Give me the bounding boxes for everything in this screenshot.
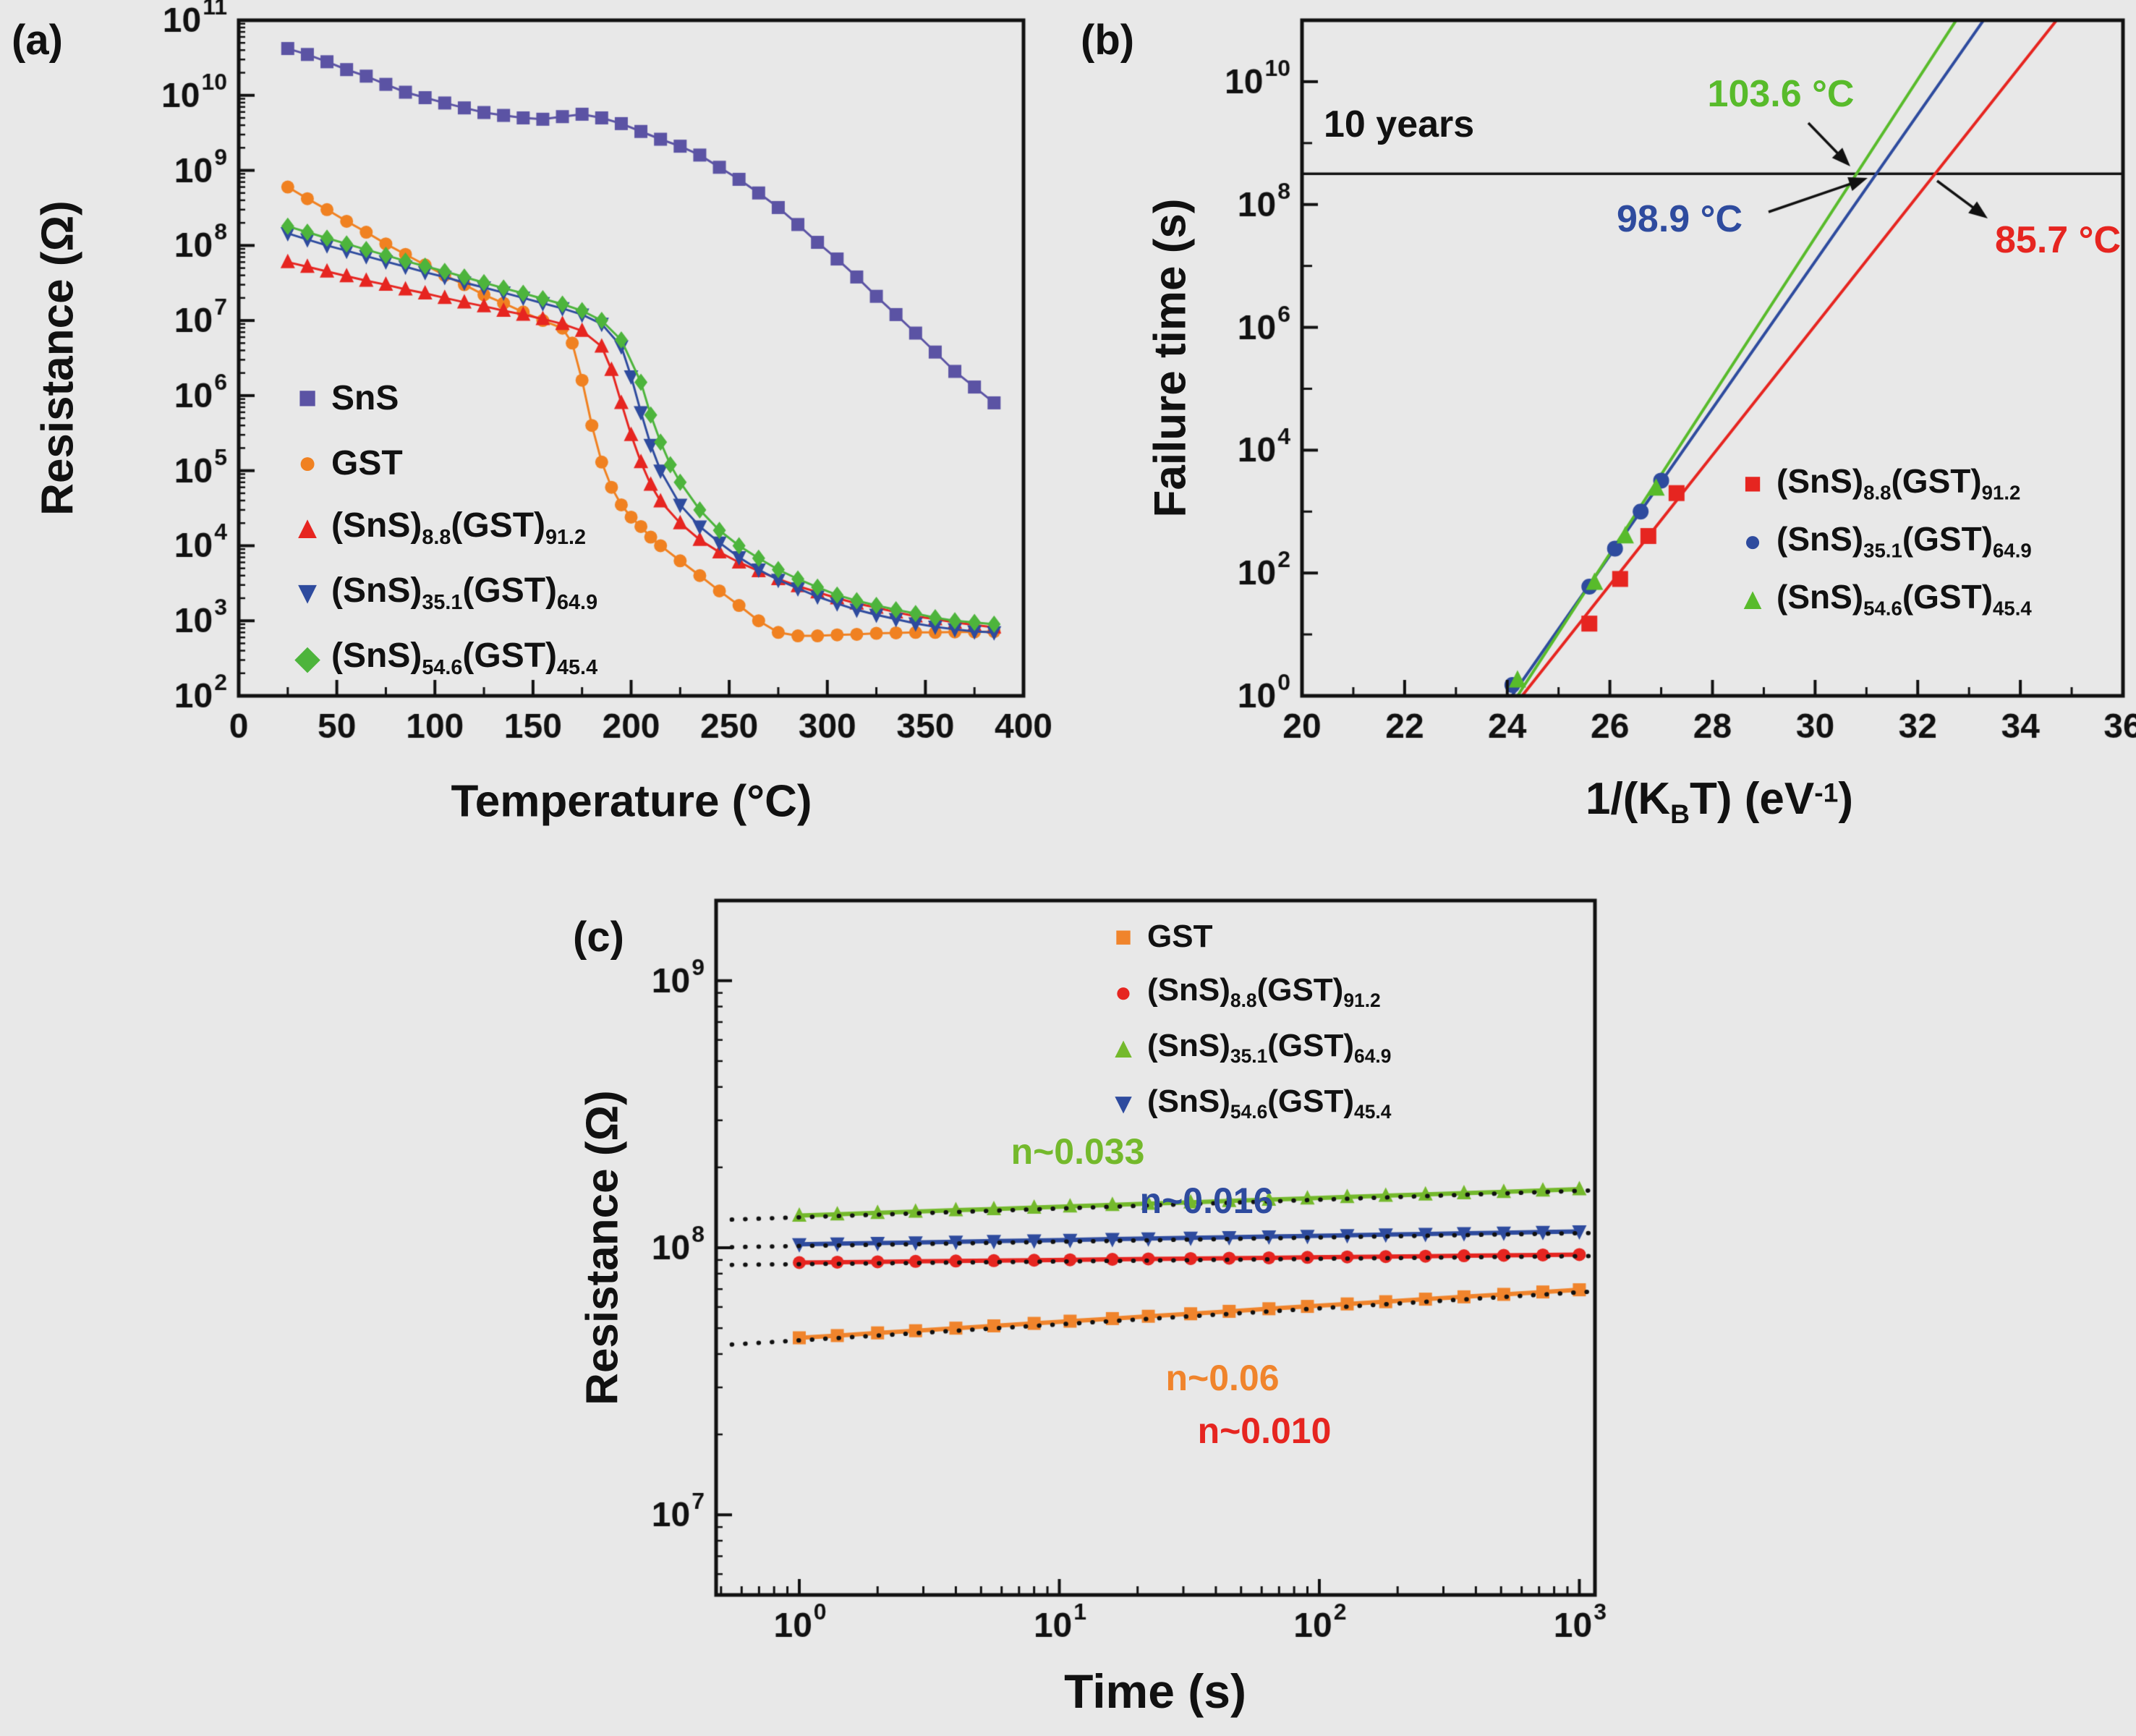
square-marker-icon: ■ bbox=[1743, 466, 1762, 500]
legend-item-sns: ■ SnS bbox=[284, 365, 597, 430]
triangle-up-marker-icon: ▲ bbox=[1109, 1031, 1138, 1064]
legend-label-sns8: (SnS)8.8(GST)91.2 bbox=[331, 506, 587, 550]
annotation-temp-red: 85.7 °C bbox=[1994, 219, 2122, 261]
panel-a-y-axis-title: Resistance (Ω) bbox=[33, 200, 83, 516]
panel-b-y-axis-title: Failure time (s) bbox=[1145, 198, 1196, 518]
legend-item-gst: ● GST bbox=[284, 430, 597, 495]
annotation-temp-green: 103.6 °C bbox=[1707, 73, 1855, 115]
annotation-n-green: n~0.033 bbox=[1010, 1131, 1145, 1172]
diamond-marker-icon: ◆ bbox=[295, 640, 320, 676]
legend-label-sns35: (SnS)35.1(GST)64.9 bbox=[331, 571, 598, 615]
legend-label-gst: GST bbox=[331, 443, 403, 482]
legend-item-sns54: ▼ (SnS)54.6(GST)45.4 bbox=[1099, 1076, 1391, 1131]
panel-a-letter: (a) bbox=[12, 17, 63, 64]
legend-item-sns8: ▲ (SnS)8.8(GST)91.2 bbox=[284, 495, 597, 561]
annotation-ten-years-label: 10 years bbox=[1324, 103, 1475, 145]
triangle-down-marker-icon: ▼ bbox=[292, 575, 323, 610]
panel-a-legend: ■ SnS ● GST ▲ (SnS)8.8(GST)91.2 ▼ (SnS)35.1(GST… bbox=[284, 365, 597, 691]
legend-item-gst: ■ GST bbox=[1099, 909, 1391, 964]
legend-item-sns8: ■ (SnS)8.8(GST)91.2 bbox=[1729, 454, 2032, 512]
legend-label-sns35: (SnS)35.1(GST)64.9 bbox=[1777, 520, 2032, 562]
legend-item-sns54: ◆ (SnS)54.6(GST)45.4 bbox=[284, 626, 597, 691]
legend-item-sns8: ● (SnS)8.8(GST)91.2 bbox=[1099, 964, 1391, 1020]
legend-label-sns54: (SnS)54.6(GST)45.4 bbox=[1147, 1083, 1392, 1123]
triangle-up-marker-icon: ▲ bbox=[292, 510, 323, 545]
panel-c-x-axis-title: Time (s) bbox=[1064, 1664, 1246, 1718]
circle-marker-icon: ● bbox=[297, 445, 318, 480]
square-marker-icon: ■ bbox=[297, 380, 318, 415]
panel-a-x-axis-title: Temperature (°C) bbox=[451, 776, 812, 827]
legend-label-gst: GST bbox=[1147, 918, 1213, 954]
circle-marker-icon: ● bbox=[1114, 976, 1133, 1008]
legend-label-sns8: (SnS)8.8(GST)91.2 bbox=[1777, 462, 2021, 504]
annotation-n-orange: n~0.06 bbox=[1165, 1358, 1280, 1398]
triangle-up-marker-icon: ▲ bbox=[1737, 582, 1768, 616]
panel-c-legend: ■ GST ● (SnS)8.8(GST)91.2 ▲ (SnS)35.1(GST)64.… bbox=[1099, 909, 1391, 1131]
legend-label-sns8: (SnS)8.8(GST)91.2 bbox=[1147, 971, 1381, 1012]
annotation-n-blue: n~0.016 bbox=[1139, 1180, 1274, 1221]
circle-marker-icon: ● bbox=[1743, 524, 1762, 558]
legend-label-sns: SnS bbox=[331, 378, 399, 417]
panel-c-letter: (c) bbox=[573, 914, 624, 961]
legend-label-sns54: (SnS)54.6(GST)45.4 bbox=[331, 637, 598, 680]
triangle-down-marker-icon: ▼ bbox=[1109, 1087, 1138, 1120]
panel-b-legend: ■ (SnS)8.8(GST)91.2 ● (SnS)35.1(GST)64.9 ▲ (S… bbox=[1729, 454, 2032, 628]
legend-item-sns35: ● (SnS)35.1(GST)64.9 bbox=[1729, 512, 2032, 570]
panel-b-letter: (b) bbox=[1081, 17, 1135, 64]
annotation-n-red: n~0.010 bbox=[1197, 1410, 1332, 1451]
panel-b-plot-canvas bbox=[1071, 0, 2136, 796]
legend-item-sns54: ▲ (SnS)54.6(GST)45.4 bbox=[1729, 570, 2032, 628]
legend-label-sns54: (SnS)54.6(GST)45.4 bbox=[1777, 578, 2032, 620]
legend-item-sns35: ▼ (SnS)35.1(GST)64.9 bbox=[284, 561, 597, 626]
legend-item-sns35: ▲ (SnS)35.1(GST)64.9 bbox=[1099, 1020, 1391, 1076]
panel-c-y-axis-title: Resistance (Ω) bbox=[577, 1090, 628, 1405]
legend-label-sns35: (SnS)35.1(GST)64.9 bbox=[1147, 1027, 1392, 1068]
panel-a-plot-canvas bbox=[0, 0, 1071, 796]
panel-b-x-axis-title: 1/(KBT) (eV-1) bbox=[1586, 773, 1853, 830]
annotation-temp-blue: 98.9 °C bbox=[1616, 198, 1743, 240]
square-marker-icon: ■ bbox=[1114, 920, 1133, 953]
panel-c-plot-canvas bbox=[434, 890, 1678, 1700]
